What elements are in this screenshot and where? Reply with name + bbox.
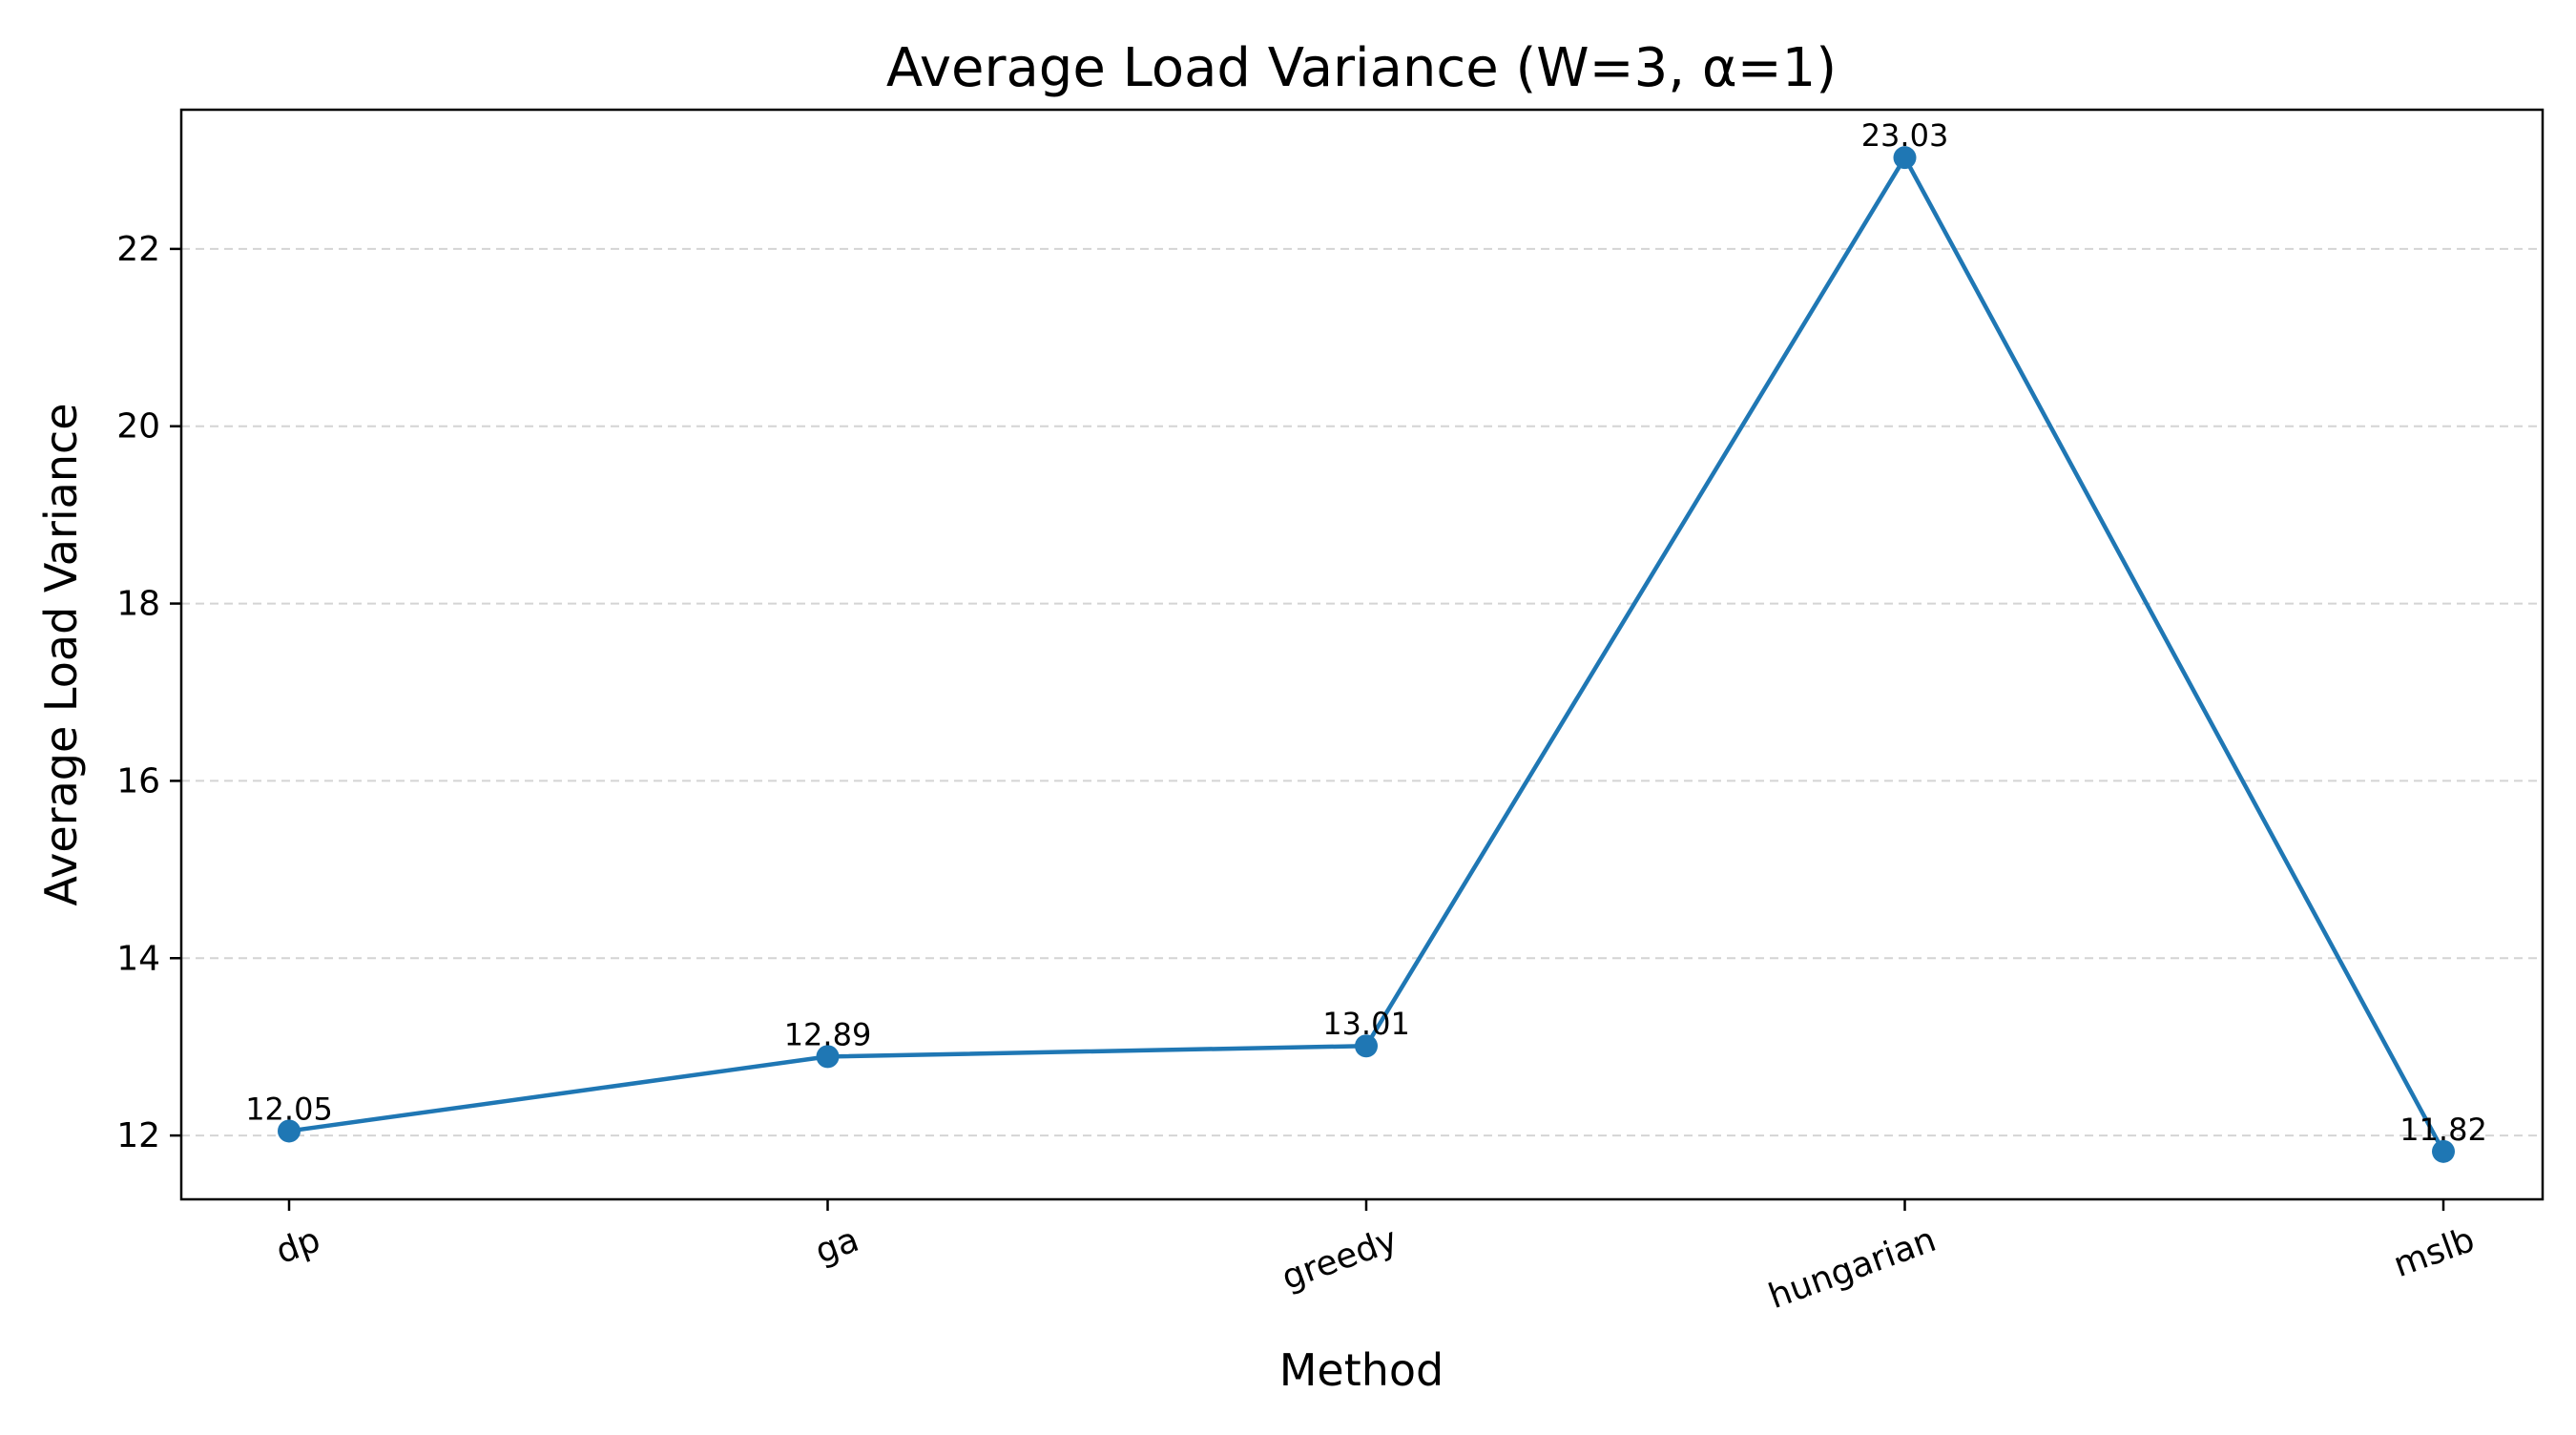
data-label: 12.05 (245, 1091, 333, 1127)
plot-area-frame (179, 108, 2545, 1201)
y-tick-label: 20 (116, 407, 160, 447)
y-tick-label: 18 (116, 585, 160, 624)
data-point (2432, 1139, 2455, 1163)
x-tick-label: ga (810, 1220, 863, 1272)
data-label: 23.03 (1861, 117, 1949, 154)
chart-title: Average Load Variance (W=3, α=1) (886, 37, 1837, 99)
y-tick-label: 22 (116, 230, 160, 269)
x-tick-label: dp (271, 1220, 325, 1272)
grid-layer (181, 247, 2543, 1137)
data-label: 11.82 (2399, 1112, 2487, 1148)
x-tick-label: greedy (1277, 1220, 1402, 1298)
y-tick-label: 12 (116, 1116, 160, 1155)
x-axis-label: Method (1279, 1344, 1444, 1396)
y-tick-label: 14 (116, 939, 160, 978)
y-axis: 12 14 16 18 20 22 (116, 230, 181, 1155)
data-point (1893, 146, 1917, 170)
data-label: 12.89 (784, 1016, 872, 1052)
series-line (286, 155, 2446, 1154)
y-tick-label: 16 (116, 761, 160, 801)
x-tick-label: mslb (2389, 1220, 2480, 1285)
series-layer (278, 146, 2455, 1163)
y-axis-label: Average Load Variance (35, 403, 87, 905)
x-axis: dp ga greedy hungarian mslb (271, 1199, 2480, 1317)
data-point (816, 1045, 840, 1069)
data-label: 13.01 (1322, 1006, 1410, 1042)
x-tick-label: hungarian (1764, 1220, 1942, 1317)
data-point (278, 1119, 301, 1143)
data-labels: 12.05 12.89 13.01 23.03 11.82 (245, 117, 2487, 1148)
data-point (1355, 1034, 1378, 1058)
